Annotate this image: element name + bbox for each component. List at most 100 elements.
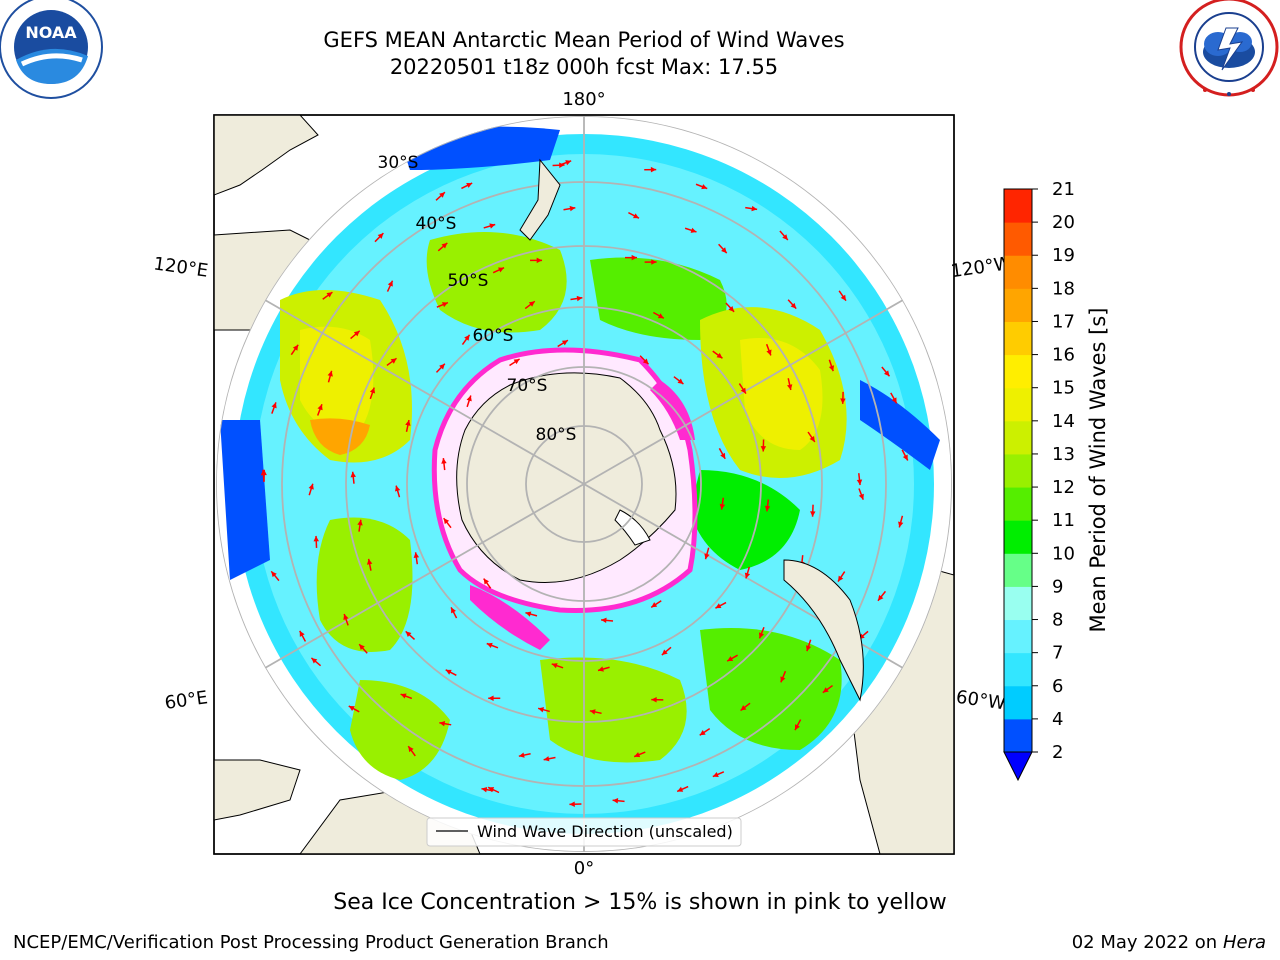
wave-arrowhead: [260, 469, 267, 476]
wave-arrowhead: [840, 294, 846, 301]
producer-credit: NCEP/EMC/Verification Post Processing Pr…: [13, 932, 609, 953]
wave-arrowhead: [441, 242, 448, 249]
colorbar-swatch: [1004, 553, 1032, 587]
wave-arrowhead: [327, 370, 333, 377]
wave-arrowhead: [794, 724, 800, 731]
wave-arrowhead: [439, 720, 446, 727]
wave-arrowhead: [569, 205, 576, 212]
lon-label-60e: 60°E: [163, 687, 209, 714]
wave-arrowhead: [348, 706, 355, 712]
colorbar-swatch: [1004, 288, 1032, 322]
chart-subtitle: 20220501 t18z 000h fcst Max: 17.55: [389, 55, 779, 79]
wave-arrowhead: [744, 572, 751, 579]
wave-arrowhead: [840, 398, 846, 404]
wave-arrowhead: [536, 257, 543, 264]
colorbar-tick-label: 8: [1052, 610, 1063, 631]
wave-arrowhead: [612, 798, 619, 804]
colorbar-swatch: [1004, 718, 1032, 753]
wave-direction-arrows: [260, 160, 909, 807]
wave-arrowhead: [464, 334, 470, 341]
new-zealand-land: [519, 158, 561, 241]
wave-arrowhead: [405, 631, 412, 637]
wave-arrowhead: [719, 503, 726, 510]
chart-title: GEFS MEAN Antarctic Mean Period of Wind …: [323, 28, 845, 52]
wave-arrowhead: [651, 697, 657, 703]
colorbar-tick-label: 11: [1052, 510, 1075, 531]
wave-arrowhead: [720, 452, 726, 459]
wave-arrowhead: [727, 656, 734, 662]
colorbar: 2 4 6 7 8 9 10 11 12 13 14 15 16 17 18 19 20 21: [1003, 179, 1075, 782]
wave-arrowhead: [810, 511, 816, 517]
wave-arrowhead: [701, 184, 708, 190]
colorbar-tick-label: 15: [1052, 378, 1075, 399]
colorbar-swatch: [1004, 685, 1032, 720]
wave-arrowhead: [292, 344, 299, 351]
wave-arrowhead: [838, 575, 844, 582]
wave-arrowhead: [513, 358, 520, 365]
colorbar-tick-label: 16: [1052, 345, 1075, 366]
wave-arrowhead: [394, 485, 401, 492]
wave-arrowhead: [489, 223, 496, 229]
wave-arrowhead: [822, 687, 829, 693]
wave-arrowhead: [525, 611, 532, 617]
colorbar-tick-label: 14: [1052, 411, 1075, 432]
colorbar-tick-label: 21: [1052, 179, 1075, 200]
wave-arrowhead: [413, 552, 420, 558]
colorbar-tick-label: 20: [1052, 212, 1075, 233]
wave-arrowhead: [408, 746, 414, 753]
wave-arrowhead: [387, 280, 393, 287]
wave-arrowhead: [634, 752, 641, 758]
wave-arrowhead: [366, 558, 373, 565]
sea-ice-patch: [470, 585, 550, 650]
wave-arrowhead: [650, 166, 657, 173]
wave-arrowhead: [690, 227, 697, 233]
wave-arrowhead: [805, 645, 812, 652]
colorbar-tick-label: 2: [1052, 742, 1063, 763]
legend-label: Wind Wave Direction (unscaled): [477, 822, 733, 841]
lat-label-30s: 30°S: [378, 153, 419, 173]
colorbar-frame: [1003, 188, 1033, 753]
wave-arrowhead: [716, 352, 723, 359]
colorbar-tick-label: 4: [1052, 709, 1063, 730]
wave-arrowhead: [390, 358, 397, 364]
lat-label-60s: 60°S: [473, 326, 514, 346]
wave-arrowhead: [740, 705, 747, 711]
colorbar-swatch: [1004, 189, 1032, 223]
wave-arrowhead: [483, 578, 490, 585]
antarctica-land: [456, 372, 677, 583]
wave-arrowhead: [377, 233, 384, 239]
wave-arrowhead: [317, 404, 323, 411]
wave-arrowhead: [642, 358, 649, 365]
wave-arrowhead: [466, 183, 473, 188]
wave-arrowhead: [441, 302, 448, 308]
wave-arrowhead: [271, 402, 277, 409]
colorbar-tick-label: 18: [1052, 278, 1075, 299]
wave-arrowhead: [782, 234, 788, 241]
wave-arrowhead: [891, 397, 897, 404]
wave-arrowhead: [787, 384, 793, 391]
issue-date-text: 02 May 2022 on: [1071, 932, 1218, 953]
wave-arrowhead: [809, 435, 815, 442]
wave-arrowhead: [877, 594, 884, 601]
wave-arrowhead: [898, 521, 904, 528]
colorbar-swatch: [1004, 586, 1032, 621]
lat-label-80s: 80°S: [536, 425, 577, 445]
wave-arrowhead: [405, 420, 411, 426]
wave-arrowhead: [856, 479, 863, 486]
wave-arrowhead: [598, 666, 604, 672]
wave-arrowhead: [528, 301, 535, 307]
wave-arrowhead: [764, 505, 771, 512]
map-legend: Wind Wave Direction (unscaled): [426, 817, 742, 847]
wave-arrowhead: [631, 254, 638, 261]
wave-arrowhead: [651, 602, 658, 608]
lon-label-180: 180°: [562, 89, 605, 110]
wave-arrowhead: [559, 162, 565, 168]
colorbar-swatch: [1004, 222, 1032, 256]
wave-arrowhead: [311, 657, 318, 664]
wave-arrowhead: [359, 644, 365, 651]
lon-label-120e: 120°E: [152, 253, 209, 281]
sea-ice-note: Sea Ice Concentration > 15% is shown in …: [333, 890, 947, 915]
wave-arrowhead: [400, 693, 407, 699]
wave-arrowhead: [308, 483, 314, 490]
wave-arrowhead: [466, 395, 472, 402]
